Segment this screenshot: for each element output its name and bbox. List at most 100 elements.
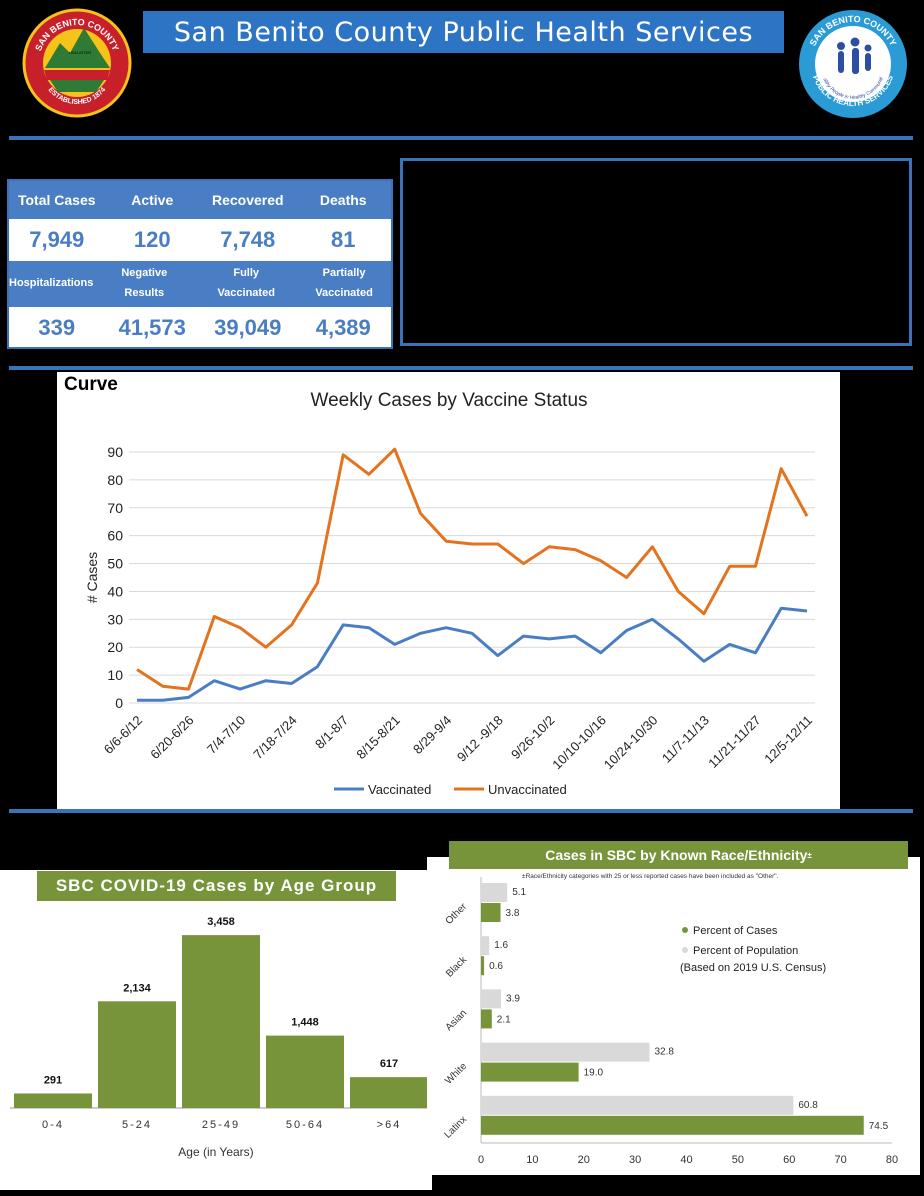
x-tick-label: 10	[526, 1154, 538, 1166]
divider-top	[9, 136, 913, 140]
cases-bar-value: 74.5	[869, 1121, 889, 1132]
x-tick-label: 0	[478, 1154, 484, 1166]
age-bar	[98, 1001, 176, 1108]
page-title: San Benito County Public Health Services	[143, 11, 784, 53]
age-bar	[182, 935, 260, 1108]
public-health-logo: SAN BENITO COUNTY PUBLIC HEALTH SERVICES…	[795, 4, 909, 120]
stats-header-row-2: Hospitalizations Negative Results Fully …	[9, 261, 391, 307]
age-bar-value: 291	[44, 1074, 62, 1086]
chart-title: Weekly Cases by Vaccine Status	[310, 390, 587, 411]
category-label: Other	[444, 901, 470, 927]
x-tick-label: 11/7-11/13	[659, 713, 712, 766]
age-bar	[266, 1035, 344, 1108]
race-chart-title-text: Cases in SBC by Known Race/Ethnicity	[545, 847, 808, 863]
x-tick-label: 10/24-10/30	[601, 713, 661, 773]
stats-value-row-1: 7,949 120 7,748 81	[9, 221, 391, 259]
y-tick-label: 90	[107, 444, 123, 460]
x-tick-label: 10/10-10/16	[549, 713, 609, 773]
age-bar-value: 2,134	[123, 982, 151, 994]
cases-bar-value: 0.6	[489, 961, 503, 972]
y-tick-label: 10	[107, 667, 123, 683]
stat-label: Partially Vaccinated	[315, 267, 373, 299]
legend-label: Percent of Population	[693, 945, 798, 957]
race-footnote: ±Race/Ethnicity categories with 25 or le…	[522, 873, 779, 880]
y-axis-label: # Cases	[84, 552, 100, 603]
active-value: 120	[133, 227, 171, 252]
stat-label: Active	[131, 192, 174, 208]
race-chart-title-mark: ±	[807, 850, 812, 860]
cases-bar	[481, 903, 501, 922]
cases-bar	[481, 1009, 492, 1029]
empty-info-box	[400, 158, 912, 346]
cases-bar-value: 2.1	[497, 1014, 511, 1025]
age-group-chart: 291 0-4 2,134 5-24 3,458 25-49 1,448 50-64 617 >6…	[0, 870, 432, 1190]
x-tick-label: 9/26-10/2	[508, 713, 557, 762]
age-bar-value: 3,458	[207, 916, 235, 928]
legend-swatch	[682, 927, 688, 933]
age-category-label: 0-4	[42, 1119, 64, 1131]
x-tick-label: 12/5-12/11	[761, 713, 815, 767]
stat-label: Deaths	[319, 192, 367, 208]
cases-bar-value: 3.8	[506, 908, 520, 919]
cases-bar	[481, 956, 485, 976]
age-bar-value: 1,448	[291, 1017, 319, 1029]
legend-label: Percent of Cases	[693, 925, 778, 937]
series-line-vaccinated	[137, 606, 808, 702]
population-bar	[481, 1095, 794, 1115]
divider-mid	[9, 366, 913, 370]
legend-note: (Based on 2019 U.S. Census)	[680, 962, 826, 974]
age-chart-title: SBC COVID-19 Cases by Age Group	[37, 871, 396, 901]
x-tick-label: 80	[886, 1154, 898, 1166]
x-tick-label: 40	[680, 1154, 692, 1166]
y-tick-label: 30	[107, 611, 123, 627]
age-category-label: 25-49	[202, 1119, 240, 1131]
stat-label: Recovered	[211, 192, 284, 208]
category-label: Black	[444, 954, 470, 980]
x-tick-label: 11/21-11/27	[705, 713, 763, 771]
category-label: Asian	[444, 1008, 469, 1033]
x-tick-label: 8/29-9/4	[410, 713, 454, 757]
series-line-unvaccinated	[136, 447, 809, 691]
population-bar	[481, 989, 502, 1009]
population-bar	[481, 1042, 650, 1062]
cases-bar	[481, 1115, 864, 1135]
stats-value-row-2: 339 41,573 39,049 4,389	[9, 309, 391, 347]
seal-inner-text: HOLLISTER	[69, 50, 91, 55]
y-tick-label: 70	[107, 500, 123, 516]
cases-bar-value: 19.0	[584, 1068, 604, 1079]
county-seal-logo: SAN BENITO COUNTY ESTABLISHED 1874 HOLLI…	[22, 8, 132, 118]
age-bar	[14, 1093, 92, 1108]
population-bar	[481, 936, 490, 956]
stats-table: Total Cases Active Recovered Deaths 7,94…	[7, 179, 393, 349]
category-label: White	[443, 1061, 469, 1087]
x-tick-label: 7/4-7/10	[204, 713, 248, 757]
age-group-svg: 291 0-4 2,134 5-24 3,458 25-49 1,448 50-64 617 >6…	[10, 916, 430, 1159]
y-tick-label: 60	[107, 528, 123, 544]
negative-results-value: 41,573	[118, 315, 186, 340]
x-tick-label: 7/18-7/24	[250, 713, 299, 762]
x-tick-label: 50	[732, 1154, 744, 1166]
population-bar-value: 3.9	[506, 993, 520, 1004]
population-bar	[481, 883, 508, 902]
race-ethnicity-chart: 0 10 20 30 40 50 60 70 80 5.1 3.8 Other 1.6 0.6 Black 3…	[427, 857, 920, 1175]
legend-label: Unvaccinated	[488, 782, 567, 797]
age-bar-value: 617	[380, 1058, 398, 1070]
curve-label: Curve	[64, 374, 118, 395]
deaths-value: 81	[331, 227, 356, 252]
weekly-cases-chart: Weekly Cases by Vaccine Status 0 10 20 30 40 5…	[57, 372, 840, 809]
x-tick-label: 8/1-8/7	[312, 713, 351, 752]
x-tick-label: 60	[783, 1154, 795, 1166]
age-category-label: 5-24	[122, 1119, 152, 1131]
fully-vaccinated-value: 39,049	[214, 315, 282, 340]
stats-header-row-1: Total Cases Active Recovered Deaths	[9, 181, 391, 219]
population-bar-value: 32.8	[655, 1047, 675, 1058]
stat-label: Negative Results	[121, 267, 168, 299]
weekly-cases-svg: Weekly Cases by Vaccine Status 0 10 20 30 40 5…	[84, 390, 815, 797]
legend-label: Vaccinated	[368, 782, 431, 797]
category-label: Latinx	[442, 1114, 469, 1141]
population-bar-value: 60.8	[798, 1100, 818, 1111]
partially-vaccinated-value: 4,389	[315, 315, 371, 340]
x-tick-label: 8/15-8/21	[353, 713, 402, 762]
x-tick-label: 30	[629, 1154, 641, 1166]
stat-label: Hospitalizations	[9, 277, 94, 290]
